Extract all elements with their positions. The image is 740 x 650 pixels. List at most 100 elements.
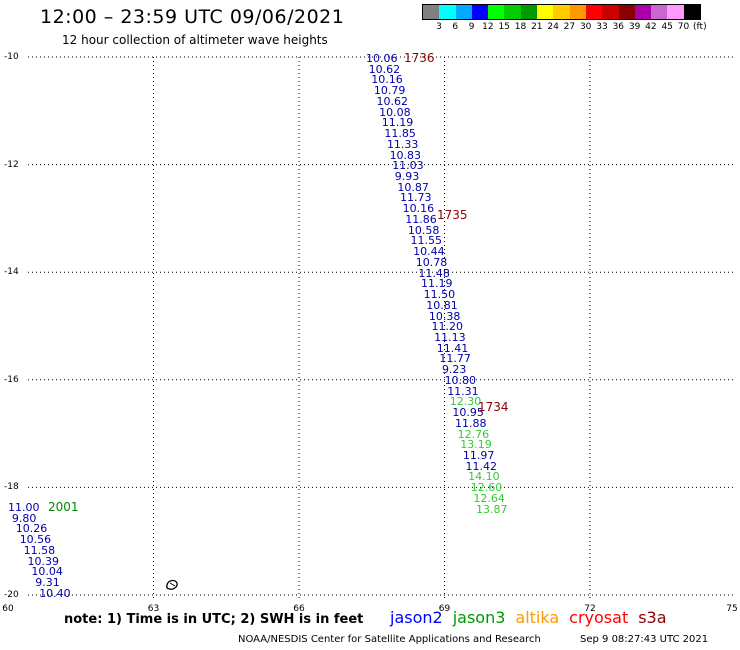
wave-height-value: 11.42 [465,459,498,473]
latitude-label: -16 [4,374,19,385]
legend-label: 27 [563,22,576,32]
footer-note: note: 1) Time is in UTC; 2) SWH is in fe… [64,612,364,627]
wave-height-value: 11.19 [381,116,414,130]
latitude-label: -18 [4,482,19,493]
wave-height-value: 13.19 [460,438,492,452]
wave-height-value: 9.93 [394,170,420,184]
legend-label: 12 [482,22,494,32]
wave-height-value: 10.04 [31,565,63,579]
legend-color-box [585,5,603,19]
wave-height-value: 9.31 [35,575,60,589]
longitude-label: 63 [147,604,160,614]
legend-label: 24 [547,22,559,32]
satellite-label-s3a: s3a [638,608,667,627]
legend-label: 70 [677,22,690,32]
legend-color-box [537,5,554,19]
legend-color-box [520,5,538,19]
longitude-label: 69 [438,604,451,614]
wave-height-value: 10.44 [413,245,445,259]
wave-height-value: 10.80 [444,373,477,387]
generated-timestamp: Sep 9 08:27:43 UTC 2021 [580,634,709,645]
wave-height-value: 13.87 [476,502,508,516]
wave-height-value: 10.87 [397,180,429,194]
wave-height-value: 10.62 [376,94,408,108]
longitude-label: 60 [2,604,14,614]
wave-height-value: 10.58 [407,223,440,237]
wave-height-value: 10.26 [15,522,48,536]
wave-height-value: 12.64 [473,491,505,505]
legend-label: 36 [612,22,625,32]
legend-label: 6 [452,22,459,32]
wave-height-value: 9.23 [441,363,467,377]
wave-height-value: 11.48 [418,266,450,280]
satellite-legend: jason2 jason3 altika cryosat s3a [390,608,677,627]
legend-label: (ft) [693,22,707,32]
legend-color-box [488,5,505,19]
legend-label: 30 [579,22,592,32]
wave-height-value: 11.85 [384,127,416,141]
credit-text: NOAA/NESDIS Center for Satellite Applica… [238,634,541,645]
satellite-label-jason2: jason2 [390,608,443,627]
wave-height-value: 10.16 [371,73,403,87]
legend-color-box [504,5,521,19]
wave-height-value: 12.60 [470,481,503,495]
wave-height-value: 11.58 [23,543,56,557]
wave-height-value: 11.97 [462,449,495,462]
wave-height-value: 10.08 [379,105,411,119]
legend-color-box [683,5,701,19]
satellite-label-altika: altika [515,608,560,627]
wave-height-value: 14.10 [468,470,500,484]
pass-time-label: 2001 [48,500,79,514]
wave-height-value: 11.33 [386,137,419,151]
wave-height-value: 11.88 [455,416,487,430]
wave-height-value: 10.56 [19,533,52,547]
wave-height-value: 10.62 [368,62,401,76]
latitude-label: -10 [4,52,19,62]
wave-height-value: 10.79 [373,84,406,98]
wave-height-value: 11.55 [410,234,443,248]
legend-color-box [455,5,472,19]
wave-height-value: 11.00 [8,501,40,514]
legend-label: 45 [661,22,673,32]
wave-height-value: 10.39 [27,554,60,568]
page-title: 12:00 – 23:59 UTC 09/06/2021 [40,6,345,28]
legend-color-box [423,5,440,19]
wave-height-value: 11.31 [447,384,479,398]
legend-label: 3 [436,22,442,32]
satellite-label-cryosat: cryosat [569,608,629,627]
wave-height-value: 12.30 [449,395,482,409]
wave-height-value: 11.03 [392,159,424,173]
wave-height-value: 11.50 [423,288,456,302]
legend-color-box [634,5,652,19]
legend-color-box [569,5,586,19]
latitude-label: -12 [4,159,19,170]
wave-height-value: 10.38 [428,309,461,323]
wave-height-value: 11.77 [439,352,471,366]
wave-height-value: 10.06 [366,52,398,65]
latitude-label: -20 [4,590,19,600]
pass-time-label: 1734 [478,400,509,414]
legend-label: 21 [531,22,543,32]
page-subtitle: 12 hour collection of altimeter wave hei… [62,33,328,47]
wave-height-value: 11.73 [400,191,432,205]
legend-color-box [553,5,570,19]
wave-height-value: 10.95 [452,406,484,420]
pass-time-label: 1736 [404,51,435,65]
wave-height-value: 11.20 [431,320,463,334]
satellite-label-jason3: jason3 [452,608,506,627]
wave-height-value: 10.81 [426,298,458,312]
wave-height-value: 12.76 [457,427,490,441]
wave-height-value: 11.13 [434,330,466,344]
island-outline [166,579,178,590]
legend-label: 33 [596,22,608,32]
legend-color-box [602,5,619,19]
legend-color-boxes [422,4,702,20]
legend-label: 42 [645,22,657,32]
legend-color-box [618,5,635,19]
legend-label: 18 [514,22,527,32]
latitude-label: -14 [4,267,19,278]
wave-height-value: 9.80 [11,511,37,525]
wave-height-value: 10.40 [39,586,71,600]
